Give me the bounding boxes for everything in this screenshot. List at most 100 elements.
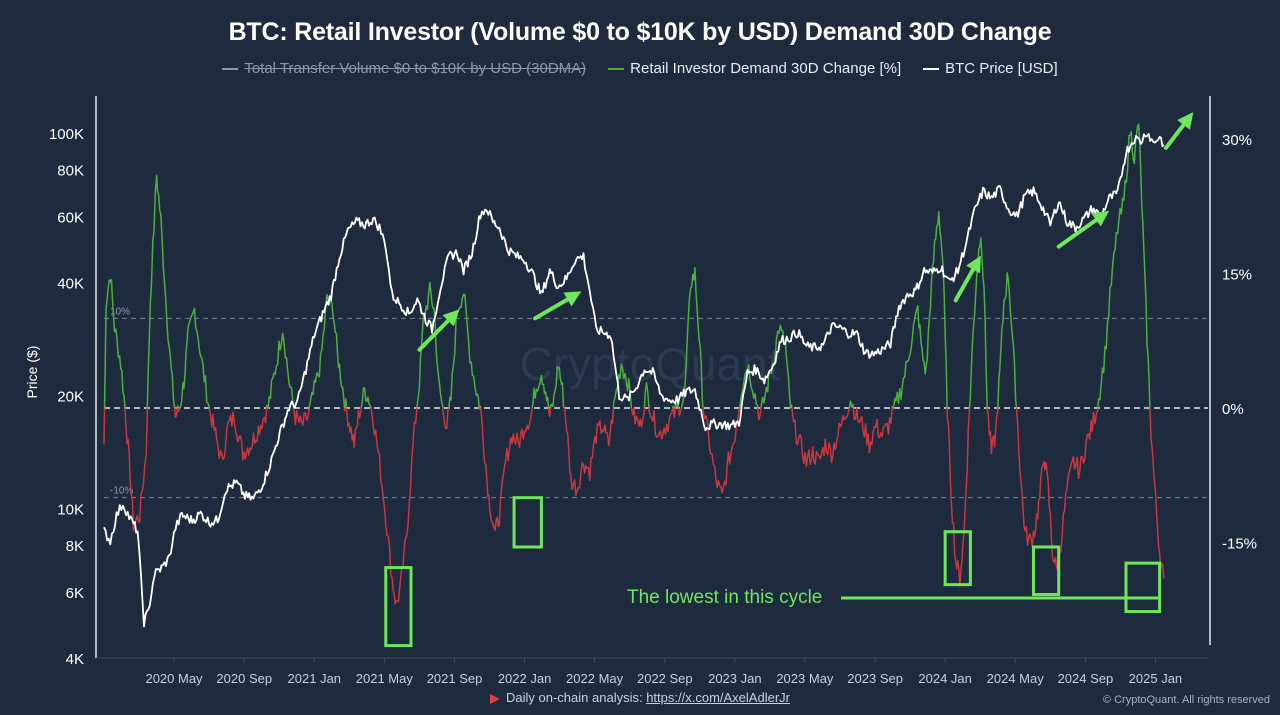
demand-segment-negative (345, 407, 362, 449)
legend-label: BTC Price [USD] (945, 60, 1058, 77)
demand-segment-positive (674, 403, 680, 409)
x-tick-label: 2024 Sep (1058, 671, 1114, 686)
demand-segment-negative (946, 407, 971, 588)
chart-title: BTC: Retail Investor (Volume $0 to $10K … (228, 18, 1052, 46)
y-left-tick-label: 4K (66, 651, 84, 668)
demand-segment-negative (208, 407, 268, 461)
y-left-tick-label: 20K (57, 389, 84, 406)
demand-segment-negative (103, 407, 106, 445)
demand-segment-positive (680, 266, 704, 409)
demand-segment-negative (177, 407, 181, 412)
demand-segment-positive (103, 278, 126, 409)
copyright: © CryptoQuant. All rights reserved (1102, 694, 1270, 706)
arrow-head-icon (1177, 112, 1194, 130)
x-tick-label: 2024 Jan (918, 671, 972, 686)
legend-item-retail-demand[interactable]: Retail Investor Demand 30D Change [%] (608, 60, 901, 77)
x-tick-label: 2021 Sep (427, 671, 483, 686)
demand-segment-negative (677, 407, 683, 417)
legend-label: Retail Investor Demand 30D Change [%] (630, 60, 902, 77)
x-tick-label: 2021 May (356, 671, 414, 686)
demand-segment-negative (648, 407, 674, 440)
x-tick-label: 2023 Jan (708, 671, 762, 686)
x-tick-label: 2022 Sep (637, 671, 693, 686)
footer-text: Daily on-chain analysis: (506, 690, 647, 705)
demand-segment-negative (702, 407, 741, 494)
demand-segment-positive (265, 404, 269, 409)
highlight-box (943, 530, 972, 587)
demand-segment-positive (891, 405, 894, 409)
highlight-box (1031, 545, 1061, 597)
demand-segment-positive (997, 272, 1018, 409)
x-tick-label: 2024 May (987, 671, 1045, 686)
y-left-tick-label: 80K (57, 162, 84, 179)
trend-arrow (1163, 122, 1186, 150)
y-left-tick-label: 6K (66, 585, 84, 602)
legend-label: Total Transfer Volume $0 to $10K by USD … (244, 60, 587, 77)
demand-segment-positive (738, 364, 759, 409)
arrow-head-icon (442, 309, 460, 327)
demand-segment-positive (549, 365, 566, 409)
demand-segment-negative (292, 407, 310, 426)
demand-segment-positive (760, 324, 793, 409)
x-tick-label: 2025 Jan (1129, 671, 1183, 686)
reference-line-label: -10% (110, 486, 133, 497)
legend-item-btc-price[interactable]: BTC Price [USD] (923, 60, 1058, 77)
y-left-tick-label: 10K (57, 502, 84, 519)
demand-segment-positive (1096, 123, 1151, 409)
highlight-box (1124, 561, 1162, 614)
y-right-tick-label: 0% (1222, 401, 1244, 418)
demand-segment-positive (892, 211, 948, 409)
demand-segment-positive (479, 405, 482, 409)
demand-segment-positive (176, 405, 179, 409)
demand-segment-negative (547, 407, 552, 418)
highlight-box (512, 496, 543, 549)
y-left-axis-title: Price ($) (24, 346, 40, 399)
demand-segment-positive (146, 174, 176, 409)
x-tick-label: 2020 May (145, 671, 203, 686)
demand-segment-positive (448, 293, 481, 409)
trend-arrow (1056, 218, 1099, 249)
legend-swatch (222, 67, 239, 70)
annotation-text: The lowest in this cycle (627, 587, 822, 608)
demand-segment-positive (344, 398, 348, 409)
demand-segment-negative (986, 407, 999, 455)
x-tick-label: 2023 May (776, 671, 834, 686)
y-right-tick-label: -15% (1222, 536, 1257, 553)
watermark: CryptoQuant (520, 338, 781, 390)
demand-segment-negative (173, 407, 179, 418)
x-tick-label: 2023 Sep (847, 671, 903, 686)
y-left-tick-label: 8K (66, 538, 84, 555)
grid-layer: 10% -10% (104, 306, 1208, 499)
annotation-layer: The lowest in this cycle (384, 112, 1194, 648)
price-line (103, 132, 1165, 628)
axes-layer: 4K 6K 8K 10K 20K 40K 60K 80K 100K Price ($) 30% 15%… (24, 96, 1257, 686)
x-tick-label: 2020 Sep (216, 671, 272, 686)
demand-segment-positive (848, 400, 855, 409)
highlight-box (384, 566, 413, 648)
demand-series (103, 123, 1165, 605)
demand-segment-negative (1015, 407, 1099, 571)
arrow-head-icon (966, 255, 981, 274)
demand-segment-negative (343, 407, 346, 412)
legend-swatch (923, 67, 940, 70)
demand-segment-positive (643, 382, 650, 409)
x-tick-label: 2021 Jan (288, 671, 342, 686)
demand-segment-negative (1149, 407, 1165, 579)
demand-segment-positive (360, 386, 372, 409)
arrow-head-icon (1091, 210, 1110, 227)
demand-segment-negative (478, 407, 481, 410)
demand-segment-positive (179, 307, 211, 409)
y-right-tick-label: 30% (1222, 132, 1252, 149)
y-left-tick-label: 40K (57, 275, 84, 292)
demand-segment-negative (563, 407, 615, 497)
footer-link[interactable]: https://x.com/AxelAdlerJr (646, 690, 790, 705)
demand-segment-negative (630, 407, 646, 428)
reference-line-label: 10% (110, 306, 130, 317)
demand-segment-negative (442, 407, 450, 430)
demand-segment-negative (791, 407, 851, 467)
legend: Total Transfer Volume $0 to $10K by USD … (0, 60, 1280, 77)
legend-item-transfer-volume[interactable]: Total Transfer Volume $0 to $10K by USD … (222, 60, 586, 77)
price-series (103, 132, 1165, 628)
demand-segment-negative (479, 407, 533, 531)
